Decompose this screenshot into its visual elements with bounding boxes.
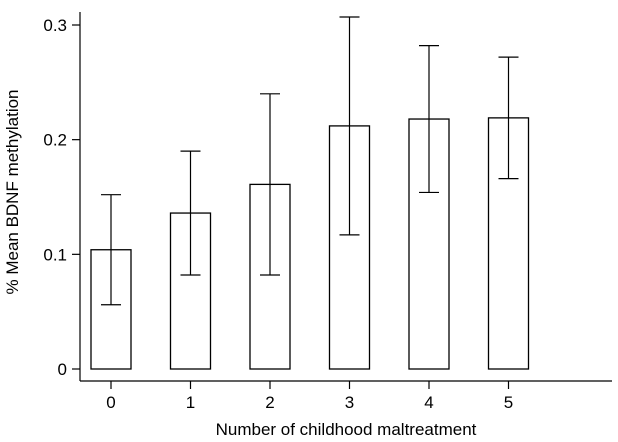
error-bars-group	[101, 16, 519, 306]
y-axis-label: % Mean BDNF methylation	[3, 89, 22, 294]
y-ticks-group: 0 0.1 0.2 0.3	[43, 16, 80, 379]
x-ticks-group: 0 1 2 3 4 5	[106, 381, 513, 412]
bar-4	[408, 118, 450, 370]
x-tick-label-0: 0	[106, 393, 115, 412]
y-tick-label-2: 0.2	[43, 131, 67, 150]
bars-group	[90, 117, 530, 370]
bar-3	[328, 125, 371, 370]
x-tick-label-4: 4	[424, 393, 433, 412]
y-tick-label-3: 0.3	[43, 16, 67, 35]
x-tick-label-1: 1	[186, 393, 195, 412]
y-tick-label-1: 0.1	[43, 245, 67, 264]
x-tick-label-2: 2	[265, 393, 274, 412]
x-axis-label: Number of childhood maltreatment	[216, 420, 477, 439]
y-tick-label-0: 0	[58, 360, 67, 379]
x-tick-label-5: 5	[504, 393, 513, 412]
x-tick-label-3: 3	[345, 393, 354, 412]
